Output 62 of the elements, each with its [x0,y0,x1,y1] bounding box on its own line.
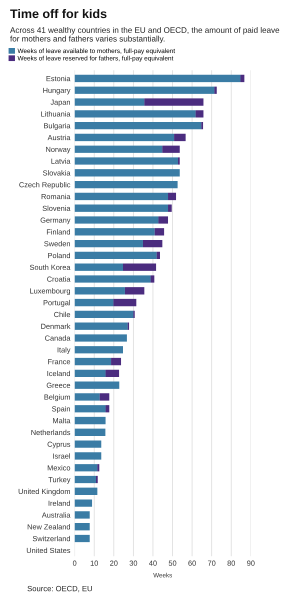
bar [74,310,134,318]
bar [113,298,136,306]
bar [74,216,158,224]
bar [74,476,96,484]
bar [74,275,151,283]
bar [154,228,164,236]
bar [74,511,90,519]
bar [106,405,110,412]
bar [74,74,240,82]
bar [74,86,214,94]
bar [74,393,100,401]
bar [150,275,154,283]
bar [74,287,125,294]
bar [158,216,168,224]
bar [74,157,178,165]
bar [111,358,122,366]
bar [144,98,204,106]
bar [74,204,168,212]
bar [74,358,112,366]
bar [74,180,178,188]
bar [74,416,106,424]
bar [74,334,127,342]
bar [168,204,172,212]
bar [74,264,123,271]
bar [74,428,106,436]
chart-subtitle: Across 41 wealthy countries in the EU and OECD, the amount of paid leave for mothers and fathers varies substantially. [10,27,280,44]
bar [168,192,176,200]
bar [74,346,123,354]
bar [196,110,204,118]
bar [74,370,106,378]
bar [174,134,186,142]
bar [214,86,217,94]
bar [74,464,98,472]
bar [74,146,162,153]
bar [74,169,180,176]
bar [74,382,120,389]
bar [74,534,90,542]
bar [74,122,202,130]
bar [74,322,128,330]
bar [74,405,106,412]
bar [162,146,180,153]
bar [106,370,120,378]
bar [100,393,110,401]
bar [142,240,162,248]
bar [156,252,160,260]
bar [240,74,244,82]
bar [74,192,168,200]
bar [74,488,98,495]
bar [74,110,196,118]
bar [74,252,157,260]
bar [74,98,144,106]
bar [74,134,174,142]
chart-title: Time off for kids [10,9,107,18]
bar [74,240,143,248]
bar [74,440,102,448]
bar [74,452,102,460]
bar [74,228,155,236]
bar [74,499,92,507]
bar [74,523,90,530]
bar [74,298,114,306]
bar [124,287,144,294]
bar [122,264,156,271]
